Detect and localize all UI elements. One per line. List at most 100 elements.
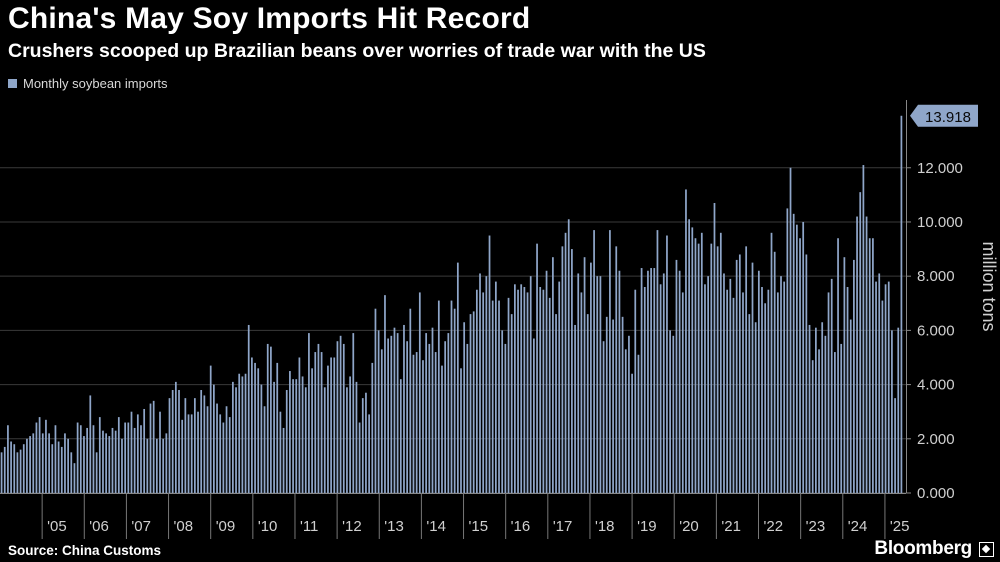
bar bbox=[792, 213, 795, 493]
bar bbox=[368, 414, 370, 493]
bar bbox=[685, 189, 687, 493]
bar bbox=[102, 430, 104, 493]
bar bbox=[821, 322, 824, 493]
chart-subtitle: Crushers scooped up Brazilian beans over… bbox=[8, 40, 706, 62]
bar bbox=[57, 441, 60, 493]
bar bbox=[260, 384, 263, 493]
bar bbox=[824, 335, 827, 493]
bar bbox=[3, 446, 6, 493]
bar bbox=[418, 292, 421, 493]
bar bbox=[406, 341, 409, 493]
bar bbox=[621, 316, 624, 493]
bar bbox=[456, 262, 459, 493]
bar bbox=[510, 314, 513, 493]
bar bbox=[491, 300, 494, 493]
bar bbox=[292, 379, 294, 493]
bar bbox=[837, 238, 839, 493]
bar bbox=[681, 292, 684, 493]
bar bbox=[301, 376, 304, 493]
bar bbox=[815, 327, 817, 493]
bar bbox=[678, 270, 681, 493]
legend-swatch bbox=[8, 79, 17, 88]
bar bbox=[121, 438, 123, 493]
bar bbox=[222, 422, 225, 493]
bar bbox=[453, 308, 456, 493]
bar bbox=[425, 333, 428, 493]
bar bbox=[716, 246, 719, 493]
bar bbox=[393, 327, 396, 493]
bar bbox=[377, 330, 380, 493]
y-tick-label: 10.000 bbox=[917, 214, 963, 231]
bar bbox=[38, 417, 41, 493]
bar bbox=[853, 259, 855, 493]
bar bbox=[26, 438, 28, 493]
bar bbox=[352, 333, 355, 493]
bar bbox=[719, 232, 722, 493]
bar bbox=[228, 417, 231, 493]
bar bbox=[523, 287, 526, 493]
bar bbox=[346, 387, 348, 493]
bar bbox=[197, 411, 199, 493]
bar bbox=[273, 381, 275, 493]
bar bbox=[396, 333, 399, 493]
y-axis-label: million tons bbox=[979, 241, 999, 331]
bar bbox=[22, 444, 25, 493]
bar bbox=[574, 324, 576, 493]
bar bbox=[422, 360, 424, 493]
bar bbox=[336, 341, 339, 493]
bar bbox=[726, 289, 729, 493]
y-tick-label: 6.000 bbox=[917, 322, 955, 339]
bar bbox=[314, 352, 317, 493]
bar bbox=[434, 352, 437, 493]
bar bbox=[95, 452, 98, 493]
bar bbox=[162, 438, 165, 493]
bar bbox=[862, 165, 865, 494]
bar bbox=[143, 408, 146, 493]
bar bbox=[41, 433, 44, 493]
bloomberg-logo-icon bbox=[979, 542, 994, 557]
bar bbox=[650, 268, 652, 493]
bar bbox=[868, 238, 871, 493]
bar bbox=[558, 281, 561, 493]
bar bbox=[827, 292, 830, 493]
bar bbox=[200, 390, 203, 493]
y-tick-label: 4.000 bbox=[917, 377, 955, 394]
value-callout-box bbox=[910, 104, 978, 127]
bar bbox=[767, 289, 770, 493]
x-tick-label: '16 bbox=[511, 518, 531, 535]
bar bbox=[117, 417, 120, 493]
x-tick-label: '15 bbox=[469, 518, 489, 535]
bar bbox=[308, 333, 310, 493]
bar bbox=[431, 327, 434, 493]
bar bbox=[561, 246, 564, 493]
bar bbox=[542, 289, 545, 493]
bar bbox=[361, 398, 364, 493]
bar bbox=[450, 300, 453, 493]
bar bbox=[19, 449, 22, 493]
x-tick-label: '12 bbox=[342, 518, 362, 535]
bar bbox=[209, 365, 212, 493]
bar bbox=[539, 287, 542, 493]
bar bbox=[213, 384, 215, 493]
bar bbox=[732, 297, 735, 493]
source-note: Source: China Customs bbox=[8, 543, 162, 558]
bar bbox=[48, 433, 50, 493]
bar bbox=[735, 259, 738, 493]
bar bbox=[675, 259, 678, 493]
bar bbox=[295, 379, 298, 493]
bar bbox=[609, 230, 611, 493]
bar bbox=[618, 270, 621, 493]
bar bbox=[365, 392, 367, 493]
bar bbox=[130, 411, 133, 493]
bar bbox=[149, 403, 152, 493]
bar bbox=[656, 230, 659, 493]
bar bbox=[605, 316, 608, 493]
bar bbox=[241, 376, 244, 493]
bar bbox=[834, 352, 836, 493]
bar bbox=[171, 390, 174, 493]
bar bbox=[463, 322, 466, 493]
bar bbox=[247, 324, 250, 493]
x-tick-label: '13 bbox=[384, 518, 404, 535]
bar bbox=[700, 232, 703, 493]
bar bbox=[133, 427, 136, 493]
